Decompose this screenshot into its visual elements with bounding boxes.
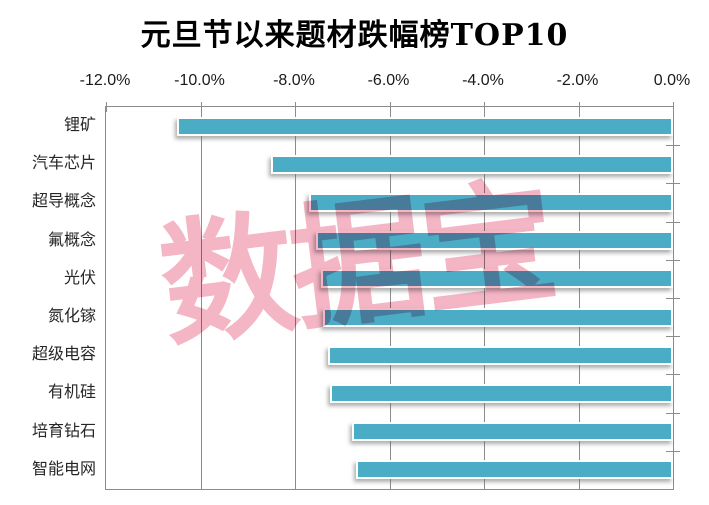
bar	[316, 231, 673, 251]
plot-area	[105, 102, 680, 490]
category-tick-mark	[666, 450, 680, 452]
axis-tick-mark	[106, 102, 107, 112]
category-label: 锂矿	[63, 115, 96, 134]
category-tick-mark	[666, 374, 680, 376]
bar	[356, 460, 673, 480]
category-tick-mark	[666, 183, 680, 185]
category-label: 有机硅	[47, 382, 96, 402]
category-tick-mark	[666, 259, 680, 261]
bar	[323, 307, 673, 327]
bar	[351, 422, 673, 442]
bar	[309, 193, 673, 212]
axis-tick-mark	[673, 102, 674, 112]
category-label: 超级电容	[31, 344, 96, 364]
axis-tick-mark	[484, 102, 485, 112]
category-label: 氮化镓	[47, 306, 96, 325]
axis-tick-mark	[578, 102, 580, 112]
x-tick-label: -6.0%	[367, 72, 410, 89]
gridline	[200, 107, 202, 489]
category-tick-mark	[666, 298, 680, 299]
category-tick-mark	[666, 412, 680, 414]
category-label: 光伏	[63, 267, 96, 287]
chart-title: 元旦节以来题材跌幅榜TOP10	[140, 18, 569, 53]
category-label: 智能电网	[31, 458, 96, 478]
bar	[330, 384, 673, 403]
gridline	[484, 107, 485, 489]
x-tick-label: -10.0%	[174, 72, 225, 89]
category-tick-mark	[666, 336, 680, 338]
x-tick-label: -12.0%	[79, 72, 131, 89]
bar	[176, 116, 673, 136]
x-tick-label: -4.0%	[462, 72, 504, 89]
category-tick-mark	[666, 145, 680, 147]
category-label: 超导概念	[31, 191, 96, 211]
axis-tick-mark	[389, 102, 391, 112]
bar	[328, 345, 673, 365]
axis-tick-mark	[295, 102, 296, 112]
category-label: 氟概念	[47, 229, 96, 249]
x-tick-label: -8.0%	[273, 72, 315, 89]
bar	[320, 269, 673, 289]
gridline	[389, 107, 391, 489]
x-tick-label: 0.0%	[653, 72, 691, 89]
category-tick-mark	[666, 221, 680, 223]
category-label: 汽车芯片	[31, 153, 96, 173]
x-tick-label: -2.0%	[556, 72, 599, 89]
axis-tick-mark	[200, 102, 202, 112]
gridline	[295, 107, 296, 489]
gridline	[578, 107, 580, 489]
bar	[271, 154, 673, 174]
category-label: 培育钻石	[31, 420, 96, 440]
